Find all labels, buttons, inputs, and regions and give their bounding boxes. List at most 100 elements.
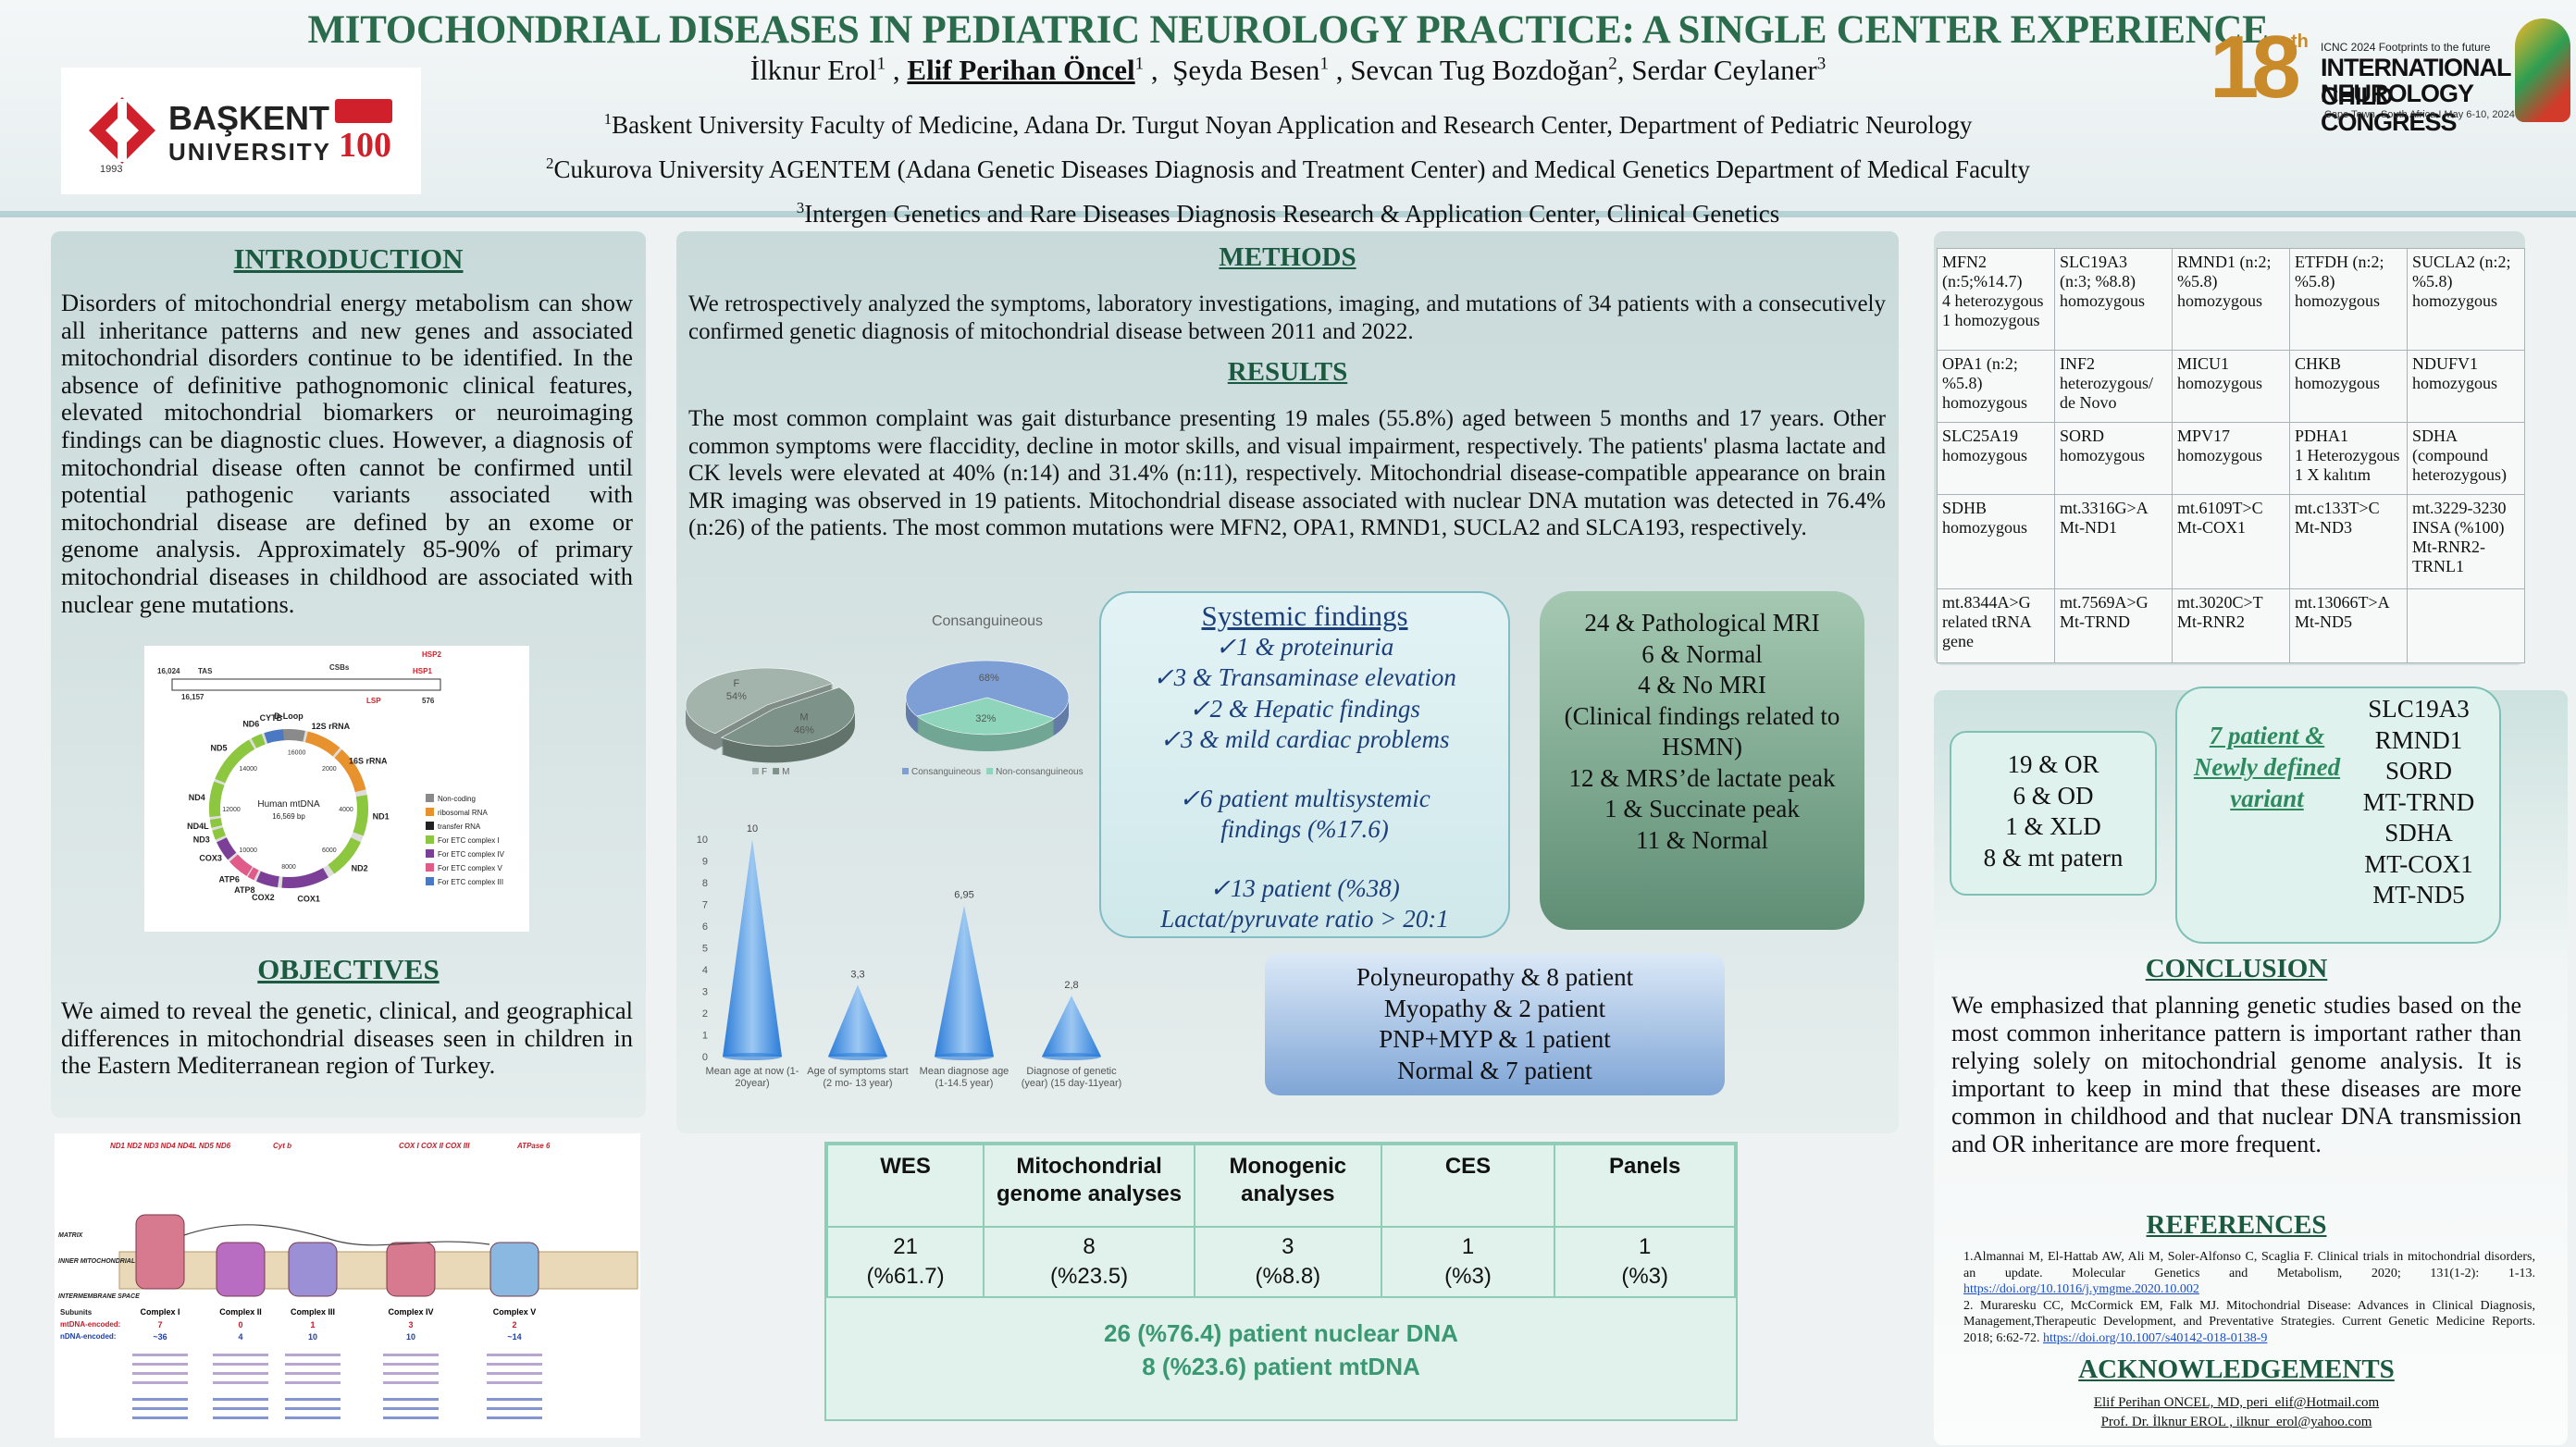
affiliation-sup: 2 — [545, 155, 554, 172]
mt-scale-label: 16000 — [288, 750, 306, 757]
author-name: İlknur Erol — [749, 54, 877, 86]
gene-text-line — [132, 1398, 188, 1401]
pie-category-label: F — [734, 678, 740, 689]
tests-percent: (%3) — [1621, 1264, 1668, 1289]
systemic-item: ✓3 & mild cardiac problems — [1159, 725, 1450, 753]
legend-label: M — [782, 767, 789, 777]
tests-count: 1 — [1461, 1234, 1475, 1259]
logo-year: 1993 — [100, 164, 123, 175]
authors: İlknur Erol1 , Elif Perihan Öncel1 , Şey… — [0, 54, 2576, 87]
mt-gene-arc — [304, 731, 341, 757]
author-sep: , — [886, 54, 908, 86]
references: 1.Almannai M, El-Hattab AW, Ali M, Soler… — [1963, 1249, 2535, 1346]
inheritance-line: 1 & XLD — [2005, 812, 2101, 840]
tests-summary: 26 (%76.4) patient nuclear DNA 8 (%23.6) … — [826, 1317, 1736, 1383]
mt-legend-label: For ETC complex V — [438, 864, 502, 872]
n-count: 10 — [308, 1332, 317, 1342]
gene-text-line — [285, 1407, 341, 1410]
mt-gene-label: COX3 — [199, 854, 222, 863]
mutation-cell: mt.3229-3230 INSA (%100) Mt-RNR2- TRNL1 — [2407, 494, 2525, 589]
gene-text-line — [132, 1407, 188, 1410]
disease-text-line — [213, 1372, 268, 1375]
mt-top-label: CSBs — [329, 663, 350, 672]
mt-legend-swatch — [426, 849, 434, 858]
mutation-cell: mt.7569A>G Mt-TRND — [2054, 588, 2173, 663]
pie-category-label: M — [799, 711, 808, 723]
x-tick-label: Age of symptoms start (2 mo- 13 year) — [807, 1066, 909, 1089]
legend-swatch — [986, 768, 994, 774]
pie-value-label: 68% — [979, 673, 999, 684]
complex-label: Complex IV — [388, 1307, 433, 1317]
mutation-cell: ETFDH (n:2; %5.8) homozygous — [2289, 248, 2408, 351]
y-tick-label: 3 — [702, 987, 708, 998]
mt-top-label: LSP — [366, 697, 381, 705]
mt-gene-label: ND4 — [189, 793, 205, 802]
top-gene: ATPase 6 — [516, 1142, 551, 1150]
mt-gene-label: ND5 — [211, 743, 228, 752]
mutation-cell: MPV17 homozygous — [2172, 422, 2290, 495]
pie-slice — [721, 686, 856, 747]
mt-gene-arc — [215, 739, 255, 784]
mt-count: 3 — [408, 1320, 413, 1330]
novel-label: 7 patient & Newly defined variant — [2193, 722, 2341, 812]
subunit-label: mtDNA-encoded: — [60, 1320, 120, 1329]
bar-triangle — [935, 905, 994, 1057]
mt-legend-label: For ETC complex I — [438, 836, 500, 845]
gene-text-line — [487, 1416, 542, 1419]
mt-gene-label: COX1 — [297, 895, 320, 904]
logo-sub: UNIVERSITY — [168, 138, 332, 166]
left-logo: 1993 BAŞKENT UNIVERSITY 100 — [61, 68, 421, 194]
region-label: MATRIX — [58, 1232, 84, 1239]
legend-swatch — [773, 768, 780, 774]
gene-text-line — [285, 1416, 341, 1419]
inheritance-line: 19 & OR — [2007, 750, 2099, 778]
y-tick-label: 5 — [702, 944, 708, 955]
tests-cell: 8 (%23.5) — [983, 1226, 1195, 1298]
x-tick-label: Mean age at now (1-20year) — [705, 1066, 799, 1089]
mt-count: 2 — [512, 1320, 516, 1330]
mutation-cell: SDHB homozygous — [1937, 494, 2055, 589]
mt-gene-arc — [217, 837, 237, 860]
disease-text-line — [213, 1381, 268, 1384]
tests-count: 8 — [1083, 1234, 1096, 1259]
novel-gene: MT-COX1 — [2364, 849, 2473, 878]
disease-text-line — [132, 1372, 188, 1375]
mt-count: 1 — [310, 1320, 315, 1330]
y-tick-label: 4 — [702, 965, 708, 976]
pie-slice — [905, 660, 1070, 719]
author-name: Şeyda Besen — [1172, 54, 1320, 86]
tests-summary-line: 26 (%76.4) patient nuclear DNA — [1104, 1319, 1458, 1347]
mt-legend-swatch — [426, 877, 434, 885]
pie-title: Consanguineous — [932, 613, 1043, 629]
y-tick-label: 1 — [702, 1031, 708, 1042]
mt-legend-swatch — [426, 863, 434, 872]
tests-header: Mitochondrial genome analyses — [983, 1144, 1195, 1228]
affiliation: 3Intergen Genetics and Rare Diseases Dia… — [0, 189, 2576, 233]
author-sup: 1 — [1319, 54, 1329, 74]
disease-text-line — [487, 1372, 542, 1375]
disease-text-line — [285, 1381, 341, 1384]
value-label: 10 — [747, 823, 758, 835]
mri-line: 6 & Normal — [1641, 639, 1763, 668]
mutation-cell: SUCLA2 (n:2; %5.8) homozygous — [2407, 248, 2525, 351]
legend-swatch — [752, 768, 759, 774]
mri-box: 24 & Pathological MRI 6 & Normal 4 & No MR… — [1540, 591, 1864, 930]
mri-line: 12 & MRS’de lactate peak — [1568, 763, 1836, 792]
novel-gene: SLC19A3 — [2368, 695, 2470, 723]
author-sup: 1 — [1134, 54, 1145, 74]
header: MITOCHONDRIAL DISEASES IN PEDIATRIC NEUR… — [0, 0, 2576, 228]
y-tick-label: 8 — [702, 878, 708, 889]
methods-heading: METHODS — [1219, 242, 1356, 272]
neuro-line: Myopathy & 2 patient — [1383, 994, 1606, 1022]
affiliation-text: Intergen Genetics and Rare Diseases Diag… — [804, 200, 1780, 228]
legend-label: Non-consanguineous — [996, 767, 1084, 777]
complex-label: Complex I — [140, 1307, 180, 1317]
mutation-cell: SLC25A19 homozygous — [1937, 422, 2055, 495]
tests-header: WES — [825, 1144, 985, 1228]
y-tick-label: 10 — [697, 835, 708, 846]
mt-legend-label: transfer RNA — [438, 822, 481, 831]
disease-text-line — [383, 1372, 439, 1375]
mt-gene-label: ND6 — [242, 720, 259, 729]
tests-header: Monogenic analyses — [1194, 1144, 1382, 1228]
